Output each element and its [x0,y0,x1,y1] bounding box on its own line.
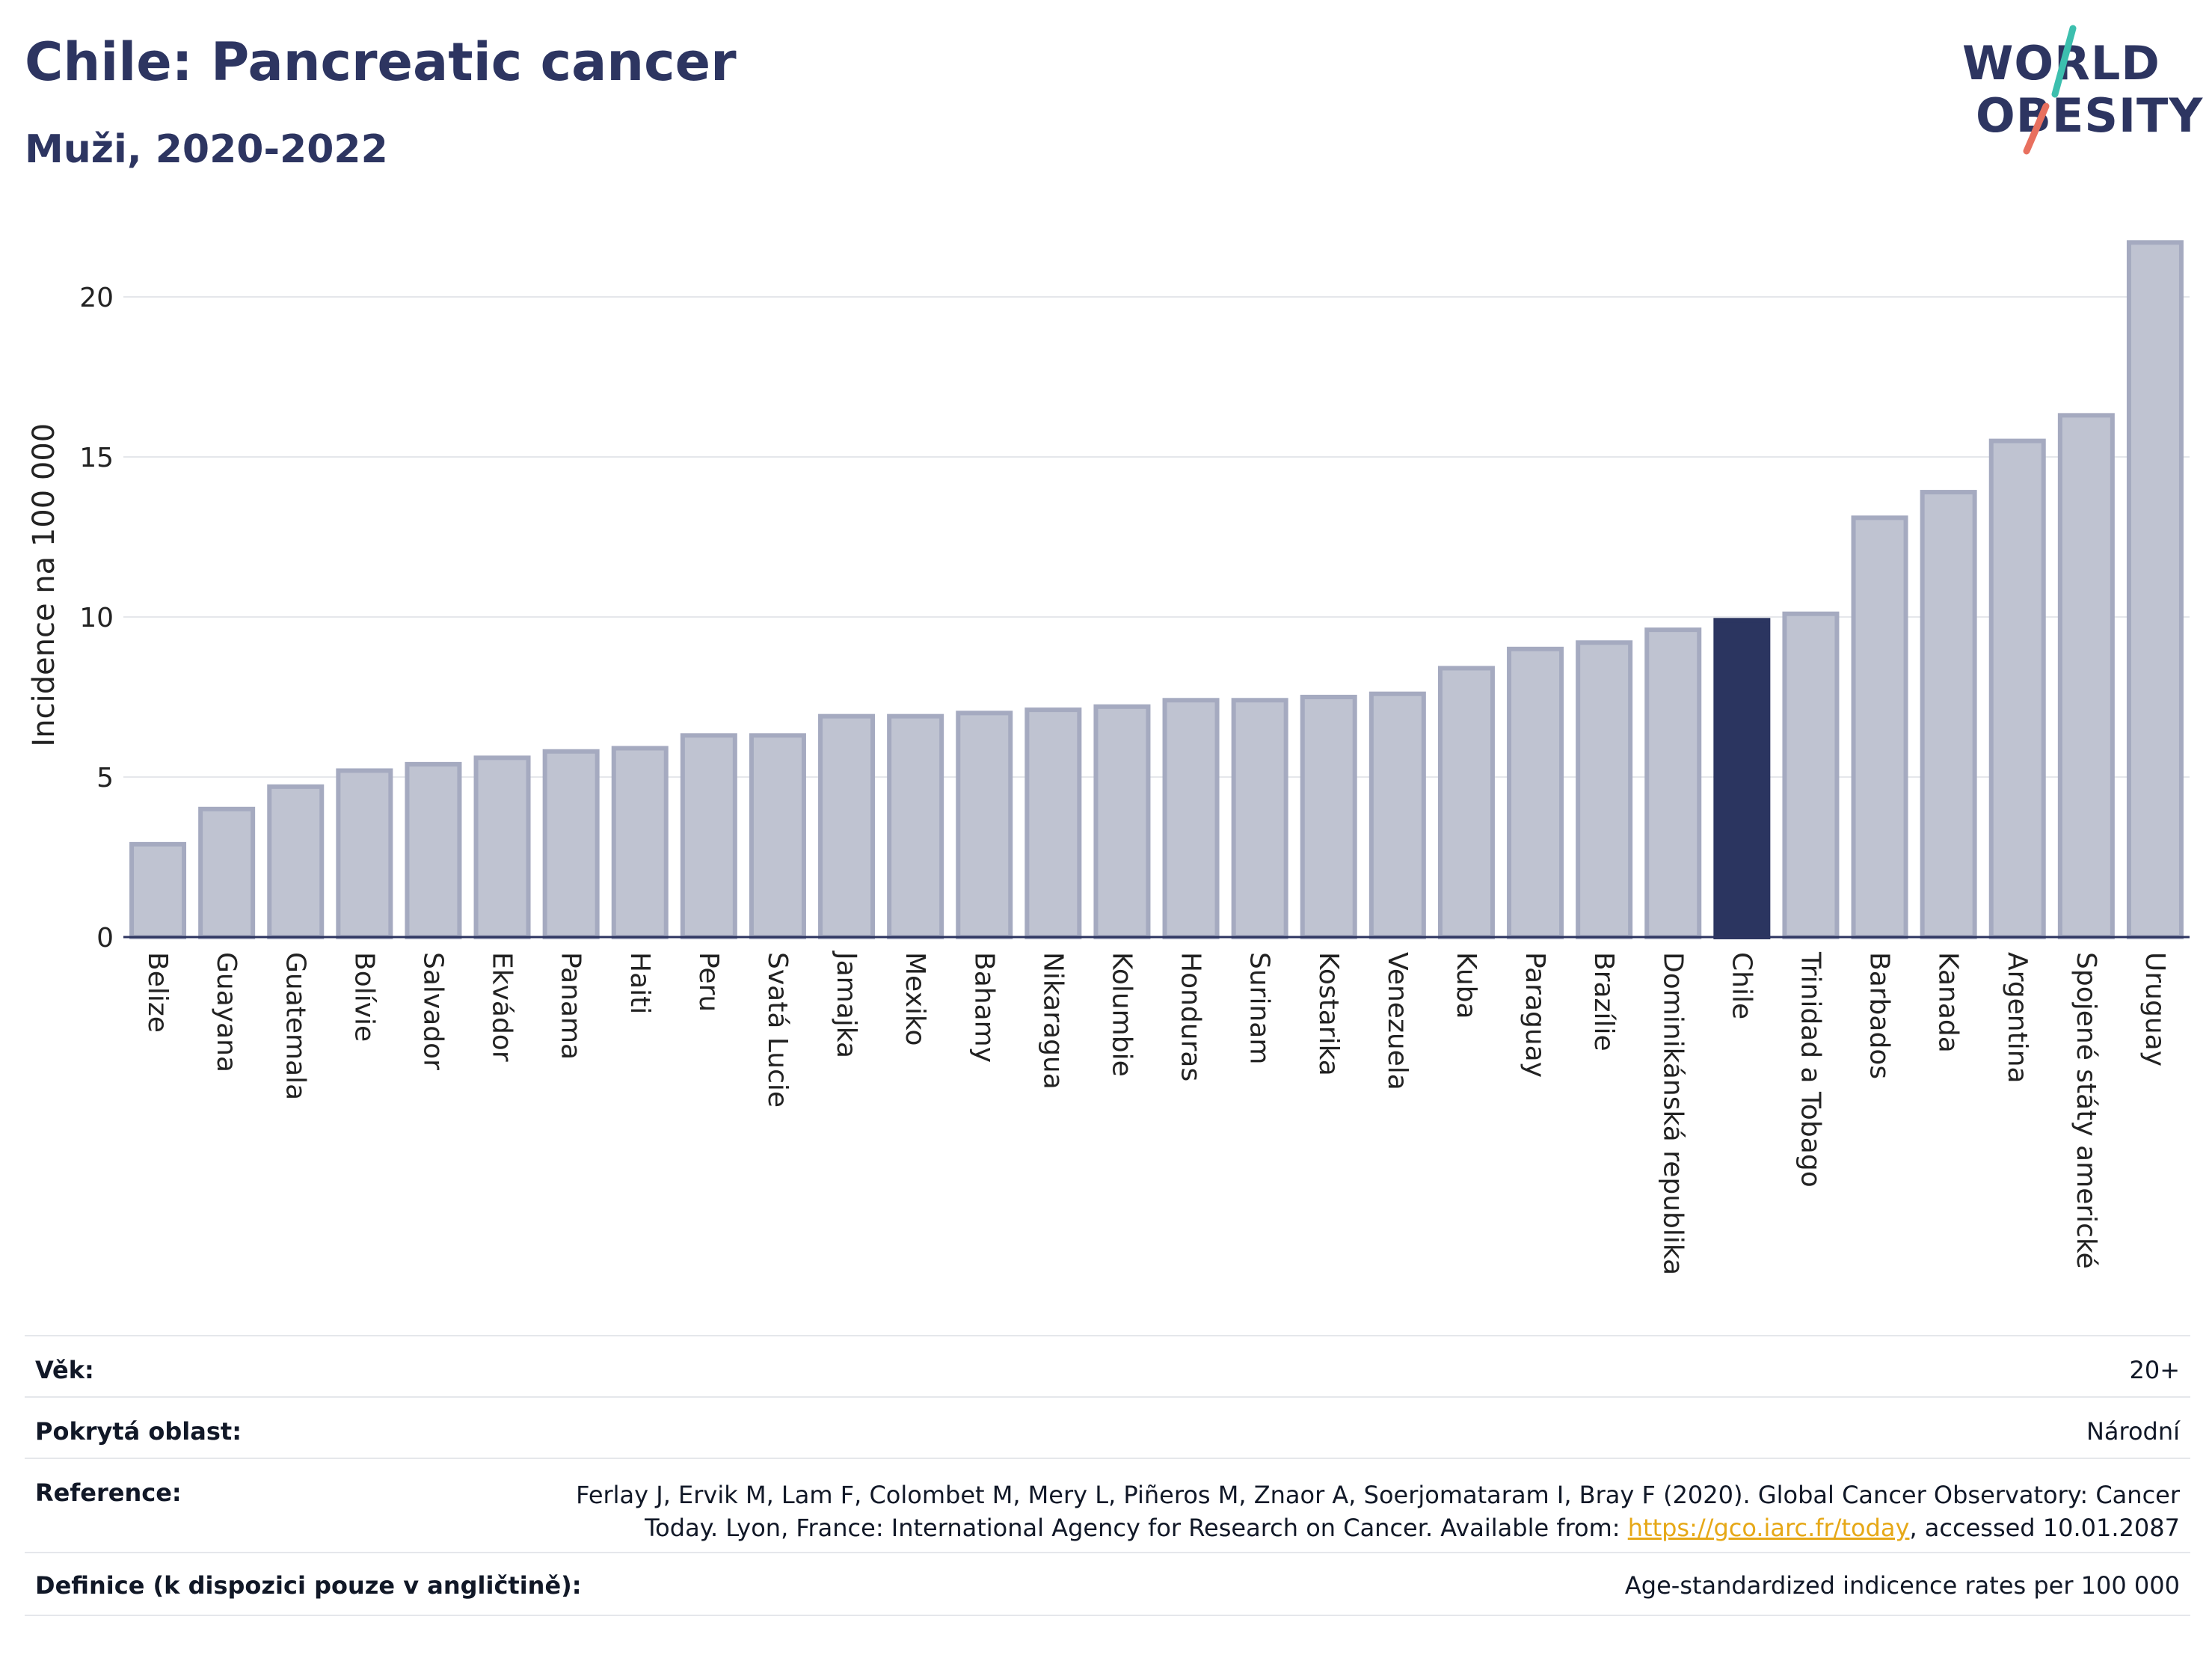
reference-line2-pre: Today. Lyon, France: International Agenc… [645,1514,1628,1542]
logo-slash-icon [2023,25,2077,155]
chart-subtitle: Muži, 2020-2022 [25,127,388,172]
x-tick-label: Jamajka [831,951,861,1058]
reference-value: Ferlay J, Ervik M, Lam F, Colombet M, Me… [576,1479,2180,1544]
x-tick-label: Paraguay [1520,952,1550,1078]
info-row-definition: Definice (k dispozici pouze v angličtině… [25,1552,2190,1616]
reference-label: Reference: [35,1479,182,1507]
x-tick-label: Belize [142,952,173,1033]
bar [2057,413,2115,939]
x-tick-label: Chile [1726,952,1757,1019]
x-tick-label: Nikaragua [1037,952,1068,1090]
bar [1644,627,1702,939]
info-row-reference: Reference: Ferlay J, Ervik M, Lam F, Col… [25,1458,2190,1553]
x-tick-label: Venezuela [1382,952,1413,1090]
bar [749,733,806,939]
area-label: Pokrytá oblast: [35,1417,242,1446]
x-tick-label: Guayana [211,952,242,1072]
y-tick-label: 10 [79,603,114,633]
bar [1920,490,1977,939]
x-tick-label: Salvador [417,952,448,1070]
bar [1437,666,1495,939]
x-tick-label: Honduras [1176,952,1206,1081]
reference-line2-post: , accessed 10.01.2087 [1909,1514,2180,1542]
reference-link[interactable]: https://gco.iarc.fr/today [1627,1514,1910,1542]
x-tick-label: Guatemala [280,952,310,1100]
bar [1851,515,1908,939]
x-tick-label: Barbados [1864,952,1895,1079]
x-tick-label: Bahamy [968,952,999,1063]
age-label: Věk: [35,1356,94,1384]
bar [956,710,1013,940]
x-tick-label: Spojené státy americké [2071,952,2101,1269]
bar [1093,704,1151,940]
x-tick-label: Panama [556,952,586,1060]
bar [1988,438,2046,940]
bar [129,841,187,940]
bar [473,755,531,939]
x-tick-label: Dominikánská republika [1657,952,1688,1275]
bar [1576,640,1633,939]
x-tick-label: Bolívie [348,952,379,1042]
bar [542,749,600,940]
definition-value: Age-standardized indicence rates per 100… [1624,1571,2180,1600]
area-value: Národní [2086,1417,2180,1446]
age-value: 20+ [2129,1356,2180,1384]
y-tick-label: 5 [96,763,114,793]
bar [611,746,669,939]
bar [1507,646,1564,939]
info-row-age: Věk: 20+ [25,1335,2190,1398]
x-tick-label: Trinidad a Tobago [1795,951,1825,1188]
bar [1713,618,1771,940]
x-tick-label: Kuba [1451,952,1481,1019]
x-tick-label: Kolumbie [1106,952,1137,1077]
bar [887,713,944,939]
bar [405,761,462,939]
x-tick-label: Peru [693,952,724,1012]
x-tick-label: Svatá Lucie [762,952,793,1108]
bar [198,806,256,939]
chart-title: Chile: Pancreatic cancer [25,31,737,93]
bar-chart: 0 5 10 15 20 Incidence na 100 000 Belize Guayan… [27,240,2190,1275]
bar [1024,707,1082,939]
x-tick-label: Kostarika [1313,952,1344,1076]
x-tick-label: Haiti [624,952,655,1014]
bar [818,713,876,939]
y-tick-label: 15 [79,443,114,473]
reference-line2: Today. Lyon, France: International Agenc… [576,1511,2180,1544]
x-tick-label: Argentina [2002,952,2033,1084]
y-tick-label: 20 [79,283,114,313]
x-tick-label: Brazílie [1588,952,1619,1051]
info-row-area: Pokrytá oblast: Národní [25,1396,2190,1459]
bar [267,784,325,940]
y-axis-label: Incidence na 100 000 [27,423,61,747]
bar [1162,698,1220,940]
x-tick-label: Mexiko [900,952,930,1045]
bar [1300,695,1357,939]
y-tick-label: 0 [96,923,114,954]
reference-line1: Ferlay J, Ervik M, Lam F, Colombet M, Me… [576,1481,2180,1509]
bar [1368,691,1426,939]
bar [680,733,737,939]
bar [2126,240,2184,940]
x-tick-label: Surinam [1244,952,1275,1064]
logo-line2: OBESITY [1976,88,2204,143]
x-tick-label: Ekvádor [487,952,517,1062]
x-tick-label: Kanada [1933,952,1964,1053]
bar [1782,611,1840,939]
definition-label: Definice (k dispozici pouze v angličtině… [35,1571,582,1600]
world-obesity-logo: WORLD OBESITY [1952,22,2202,157]
x-tick-label: Uruguay [2139,952,2170,1066]
bar [336,768,393,939]
bar [1231,698,1288,940]
